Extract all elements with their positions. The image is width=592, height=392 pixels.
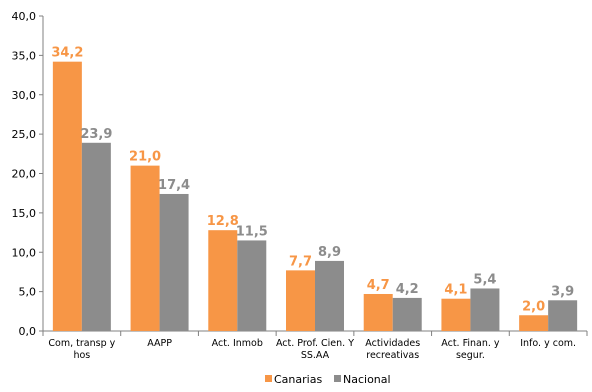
x-tick-label: Com, transp y hos: [48, 338, 115, 361]
data-label-nacional: 17,4: [158, 178, 190, 193]
y-tick-label: 40,0: [12, 10, 37, 23]
y-tick-label: 10,0: [12, 246, 37, 259]
x-tick-label: Act. Prof. Cien. Y SS.AA: [276, 338, 354, 361]
data-label-canarias: 4,1: [444, 283, 467, 298]
bar-nacional: [237, 240, 267, 331]
legend: Canarias Nacional: [265, 373, 391, 386]
bar-canarias: [52, 61, 82, 332]
bar-canarias: [441, 298, 471, 331]
x-tick-label: Actividades recreativas: [365, 338, 420, 361]
x-tick-label: Act. Inmob: [212, 338, 263, 349]
y-tick-label: 0,0: [19, 325, 37, 338]
data-label-nacional: 8,9: [318, 245, 341, 260]
y-tick-label: 30,0: [12, 89, 37, 102]
data-labels: 34,2 23,9 21,0 17,4 12,811,5 7,7 8,9 4,7 4,2 4,1 5…: [51, 46, 574, 315]
bar-nacional: [392, 297, 422, 331]
bar-canarias: [363, 293, 393, 331]
bar-nacional: [81, 142, 111, 331]
bar-canarias: [519, 315, 549, 331]
axes: 0,0 5,0 10,0 15,0 20,0 25,0 30,0 35,0 40,0 Com, t…: [12, 10, 588, 361]
x-tick-label: Info. y com.: [520, 338, 576, 349]
y-tick-label: 5,0: [19, 286, 37, 299]
y-tick-label: 15,0: [12, 207, 37, 220]
legend-swatch-nacional: [334, 375, 341, 382]
legend-label-canarias: Canarias: [274, 373, 322, 386]
legend-label-nacional: Nacional: [343, 373, 391, 386]
data-label-nacional: 23,9: [80, 127, 112, 142]
data-label-canarias: 21,0: [129, 150, 161, 165]
y-tick-label: 25,0: [12, 128, 37, 141]
data-label-canarias: 12,8: [207, 214, 239, 229]
data-label-nacional: 11,5: [236, 224, 268, 239]
data-label-nacional: 4,2: [396, 282, 419, 297]
bar-nacional: [315, 260, 344, 331]
legend-swatch-canarias: [265, 375, 272, 382]
bar-nacional: [159, 193, 189, 331]
bars: [52, 61, 578, 332]
y-tick-label: 20,0: [12, 168, 37, 181]
data-label-canarias: 4,7: [367, 278, 390, 293]
data-label-nacional: 5,4: [473, 272, 496, 287]
bar-canarias: [286, 270, 315, 331]
bar-canarias: [130, 165, 160, 331]
y-tick-label: 35,0: [12, 49, 37, 62]
bar-canarias: [208, 230, 238, 331]
x-tick-label: AAPP: [147, 338, 172, 349]
bar-nacional: [470, 288, 500, 331]
data-label-canarias: 7,7: [289, 254, 312, 269]
x-tick-label: Act. Finan. y segur.: [441, 338, 500, 361]
bar-nacional: [548, 300, 578, 331]
data-label-nacional: 3,9: [551, 284, 574, 299]
data-label-canarias: 2,0: [522, 299, 545, 314]
data-label-canarias: 34,2: [51, 46, 83, 61]
